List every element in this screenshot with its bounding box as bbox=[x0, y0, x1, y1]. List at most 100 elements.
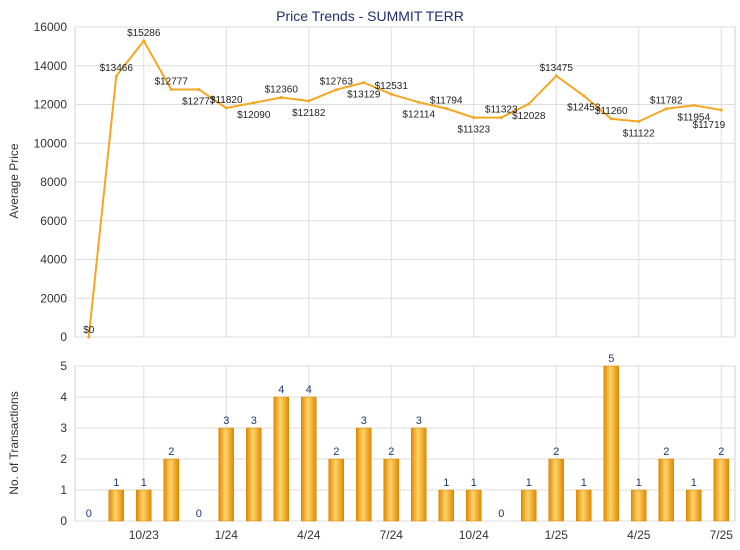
price-point bbox=[279, 96, 283, 100]
price-data-label: $13475 bbox=[540, 63, 574, 74]
transaction-bar-label: 4 bbox=[278, 384, 284, 396]
transaction-bar-label: 2 bbox=[718, 446, 724, 458]
transaction-bar bbox=[548, 458, 564, 522]
price-point bbox=[169, 87, 173, 91]
transaction-bar-label: 1 bbox=[526, 477, 532, 489]
transaction-bar bbox=[631, 489, 647, 522]
transaction-bar-label: 1 bbox=[581, 477, 587, 489]
price-data-label: $12182 bbox=[292, 108, 326, 119]
transaction-bar bbox=[218, 427, 234, 522]
x-tick-label: 7/24 bbox=[380, 528, 404, 542]
price-y-tick-label: 4000 bbox=[40, 253, 67, 267]
transaction-bar-label: 0 bbox=[86, 508, 92, 520]
price-point bbox=[252, 101, 256, 105]
price-data-label: $11323 bbox=[485, 105, 518, 116]
x-tick-label: 1/25 bbox=[545, 528, 569, 542]
price-y-tick-label: 16000 bbox=[34, 20, 68, 34]
x-tick-label: 10/24 bbox=[459, 528, 489, 542]
price-data-label: $11260 bbox=[595, 106, 628, 117]
price-data-label: $11954 bbox=[677, 112, 710, 123]
price-y-tick-label: 2000 bbox=[40, 291, 67, 305]
transaction-bar bbox=[108, 489, 124, 522]
transaction-bar bbox=[658, 458, 674, 522]
transaction-bar-label: 2 bbox=[333, 446, 339, 458]
transaction-bar bbox=[438, 489, 454, 522]
price-point bbox=[307, 99, 311, 103]
price-data-label: $12028 bbox=[512, 111, 546, 122]
transaction-bar-label: 2 bbox=[168, 446, 174, 458]
transaction-bar-label: 2 bbox=[553, 446, 559, 458]
price-data-label: $11820 bbox=[210, 95, 243, 106]
transaction-bar-label: 3 bbox=[361, 415, 367, 427]
price-point bbox=[472, 116, 476, 120]
transactions-plot-frame bbox=[74, 365, 736, 522]
transaction-bar bbox=[603, 365, 619, 522]
transactions-y-tick-label: 5 bbox=[60, 359, 67, 373]
transaction-bar-label: 4 bbox=[306, 384, 312, 396]
transaction-bar-label: 2 bbox=[663, 446, 669, 458]
price-point bbox=[362, 81, 366, 85]
transaction-bar-label: 1 bbox=[443, 477, 449, 489]
price-data-label: $12777 bbox=[182, 96, 216, 107]
price-point bbox=[142, 39, 146, 43]
transaction-bar-label: 0 bbox=[196, 508, 202, 520]
x-tick-label: 10/23 bbox=[129, 528, 159, 542]
transaction-bar-label: 1 bbox=[636, 477, 642, 489]
price-data-label: $12763 bbox=[320, 77, 354, 88]
transaction-bar-label: 1 bbox=[691, 477, 697, 489]
price-plot: 0 2000 4000 6000 8000 10000 12000 14000 16000 $0 $… bbox=[34, 20, 736, 344]
transaction-bar-label: 1 bbox=[141, 477, 147, 489]
price-y-tick-label: 10000 bbox=[34, 136, 68, 150]
transactions-y-tick-label: 2 bbox=[60, 452, 67, 466]
transaction-bar-label: 3 bbox=[223, 415, 229, 427]
price-data-label: $0 bbox=[83, 325, 95, 336]
x-tick-label: 4/25 bbox=[627, 528, 651, 542]
transaction-bar-label: 3 bbox=[416, 415, 422, 427]
price-point bbox=[334, 88, 338, 92]
price-data-label: $13129 bbox=[347, 90, 381, 101]
price-y-tick-label: 6000 bbox=[40, 214, 67, 228]
transaction-bar bbox=[136, 489, 152, 522]
transaction-bar-label: 1 bbox=[471, 477, 477, 489]
price-data-label: $12090 bbox=[237, 110, 271, 121]
transaction-bar bbox=[383, 458, 399, 522]
price-y-tick-label: 12000 bbox=[34, 98, 68, 112]
transaction-bar bbox=[301, 396, 317, 522]
price-y-tick-label: 8000 bbox=[40, 175, 67, 189]
price-data-label: $13466 bbox=[100, 63, 134, 74]
transaction-bar bbox=[411, 427, 427, 522]
price-data-label: $12114 bbox=[402, 109, 435, 120]
price-point bbox=[114, 74, 118, 78]
transaction-bar bbox=[466, 489, 482, 522]
chart-title: Price Trends - SUMMIT TERR bbox=[276, 8, 464, 24]
x-tick-label: 1/24 bbox=[215, 528, 239, 542]
price-y-tick-label: 0 bbox=[60, 330, 67, 344]
transaction-bar-label: 2 bbox=[388, 446, 394, 458]
price-point bbox=[582, 94, 586, 98]
price-data-label: $11719 bbox=[693, 120, 726, 131]
transaction-bar bbox=[246, 427, 262, 522]
price-point bbox=[554, 74, 558, 78]
y-axis-title-transactions: No. of Transactions bbox=[7, 391, 21, 494]
price-point bbox=[637, 120, 641, 124]
price-data-label: $11323 bbox=[457, 125, 490, 136]
price-series-line bbox=[87, 39, 722, 338]
transaction-bar bbox=[356, 427, 372, 522]
y-axis-title-price: Average Price bbox=[7, 143, 21, 218]
price-point bbox=[527, 102, 531, 106]
price-data-label: $11782 bbox=[650, 96, 683, 107]
price-data-label: $12453 bbox=[567, 103, 601, 114]
price-point bbox=[499, 116, 503, 120]
price-y-tick-label: 14000 bbox=[34, 59, 68, 73]
transaction-bar-label: 1 bbox=[113, 477, 119, 489]
transaction-bar-label: 5 bbox=[608, 353, 614, 365]
transaction-bar bbox=[521, 489, 537, 522]
price-point bbox=[719, 108, 723, 112]
x-tick-label: 4/24 bbox=[297, 528, 321, 542]
price-point bbox=[87, 335, 91, 339]
transaction-bar bbox=[713, 458, 729, 522]
price-point bbox=[609, 117, 613, 121]
price-data-label: $11794 bbox=[430, 95, 463, 106]
price-point bbox=[664, 107, 668, 111]
price-data-label: $12777 bbox=[155, 76, 189, 87]
